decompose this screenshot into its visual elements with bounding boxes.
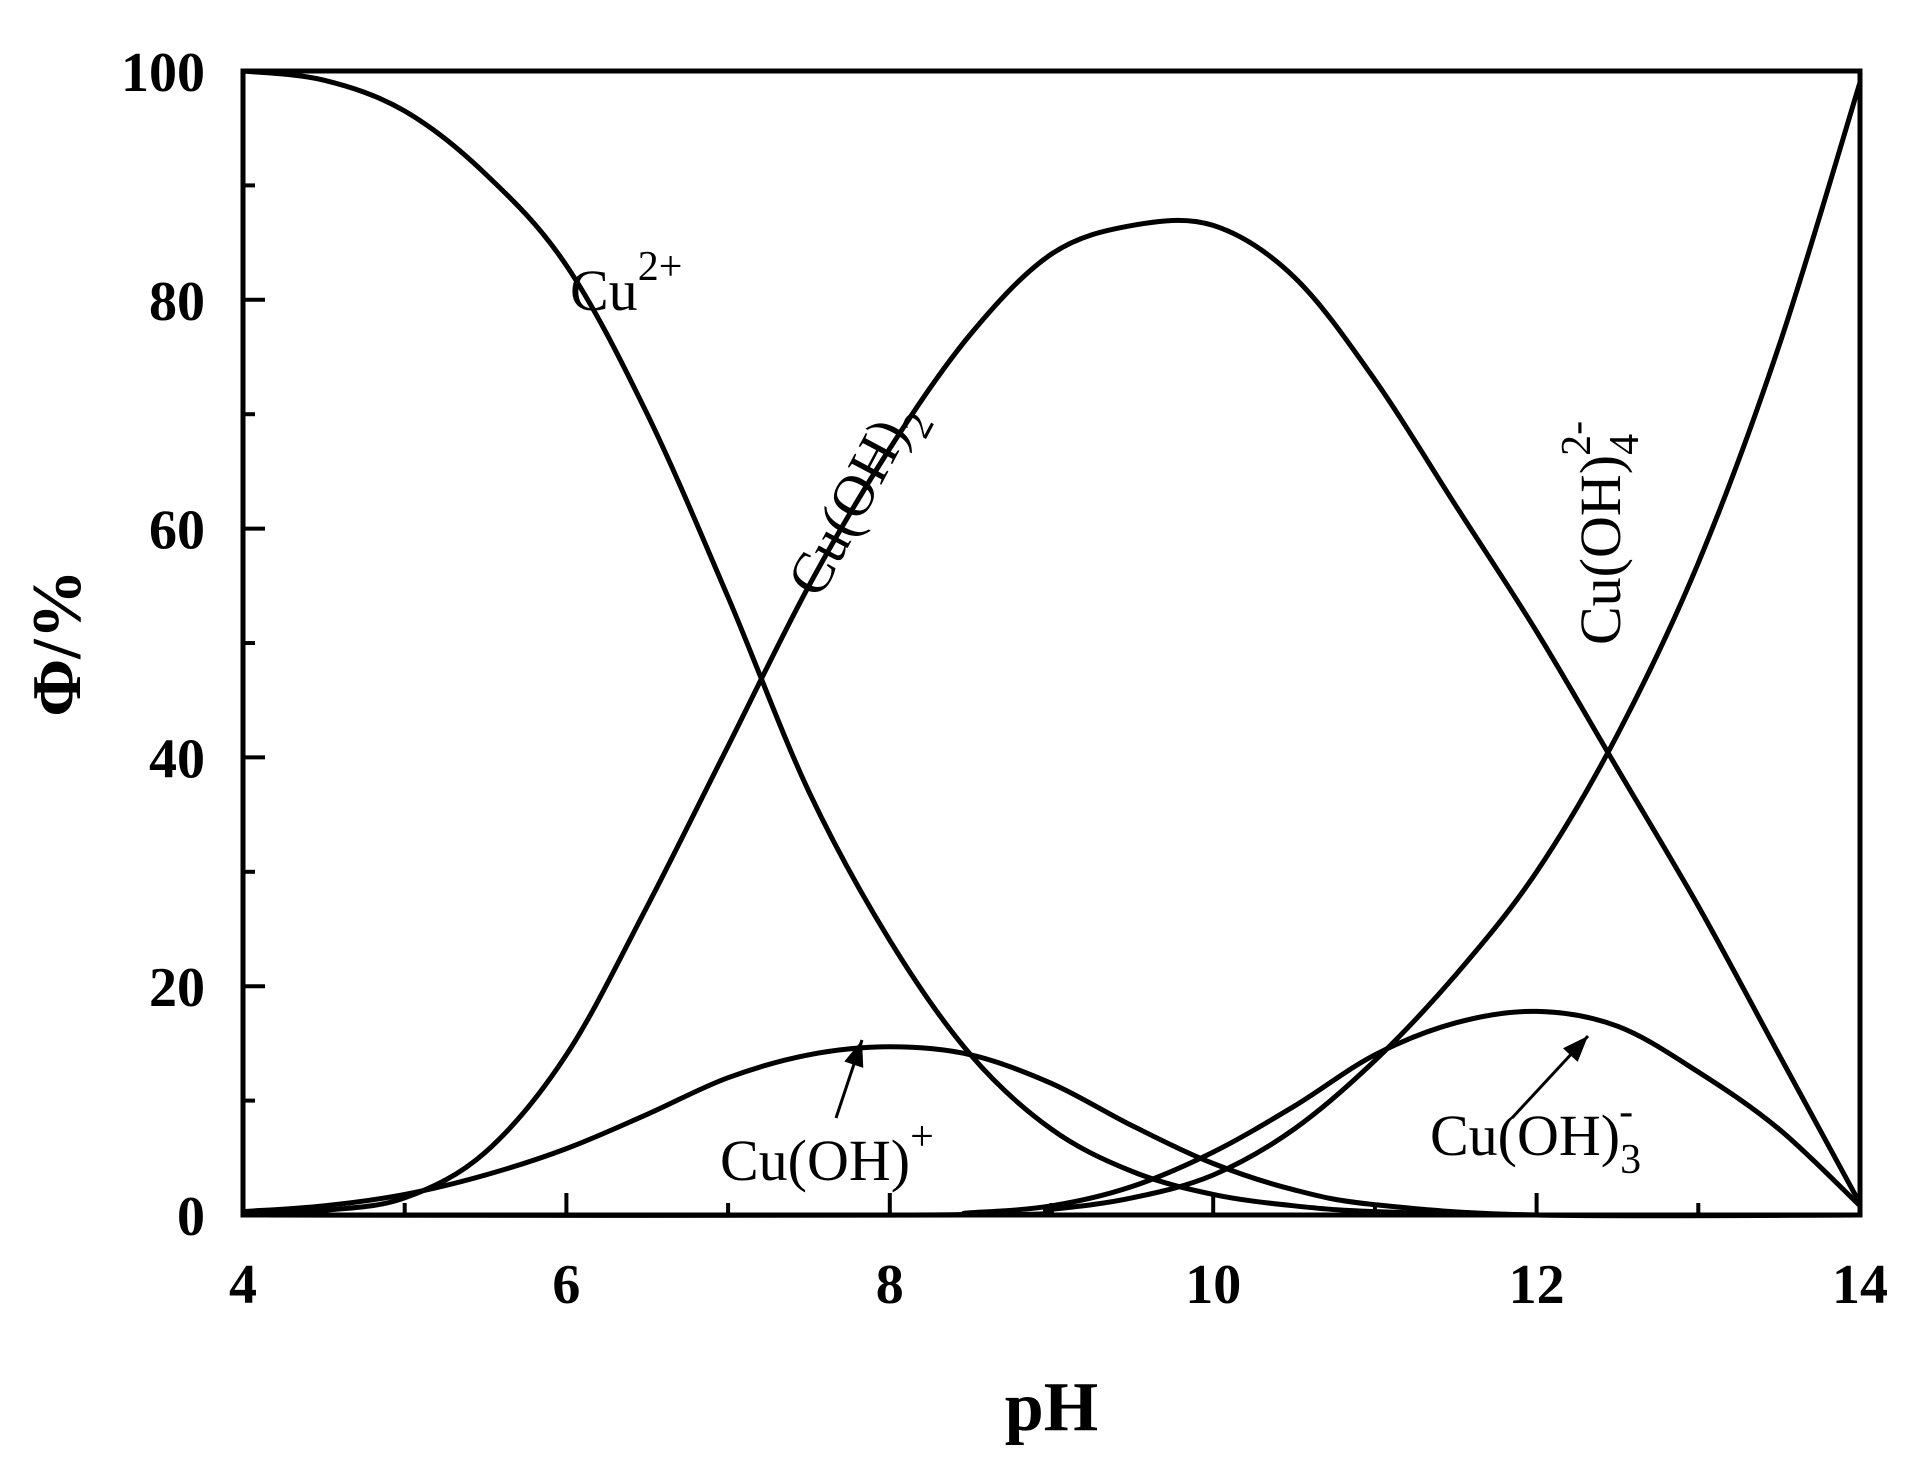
labels-layer: Cu2+ Cu(OH)+ Cu(OH)2 Cu(OH)3- Cu(OH)42-: [570, 244, 1648, 1193]
arrow-cuoh3-minus-head: [1562, 1036, 1588, 1062]
x-tick-label: 8: [876, 1254, 904, 1316]
x-tick-label: 12: [1509, 1254, 1565, 1316]
series-line-cuoh2: [240, 217, 1863, 1218]
x-tick-label: 14: [1832, 1254, 1888, 1316]
arrow-cuoh-plus-head: [844, 1040, 864, 1068]
y-axis-title: Φ/%: [19, 569, 96, 717]
x-tick-label: 4: [229, 1254, 257, 1316]
y-tick-label: 100: [121, 42, 205, 104]
y-tick-label: 60: [149, 500, 205, 562]
y-tick-label: 0: [177, 1186, 205, 1248]
y-tick-label: 40: [149, 728, 205, 790]
axes-layer: 4 6 8 10 12 14 0 20 40 60 80 100 pH Φ/%: [19, 42, 1888, 1446]
species-label-cuoh2: Cu(OH)2: [774, 389, 944, 613]
x-tick-label: 10: [1185, 1254, 1241, 1316]
species-label-cuoh3-minus: Cu(OH)3-: [1430, 1089, 1641, 1183]
x-axis-title: pH: [1005, 1369, 1098, 1446]
y-tick-label: 80: [149, 271, 205, 333]
y-tick-label: 20: [149, 957, 205, 1019]
species-label-cuoh-plus: Cu(OH)+: [720, 1114, 934, 1193]
species-label-cuoh4-2minus: Cu(OH)42-: [1554, 421, 1648, 645]
species-label-cu2plus: Cu2+: [570, 244, 682, 323]
x-tick-label: 6: [552, 1254, 580, 1316]
series-line-cu2plus: [240, 68, 1863, 1218]
